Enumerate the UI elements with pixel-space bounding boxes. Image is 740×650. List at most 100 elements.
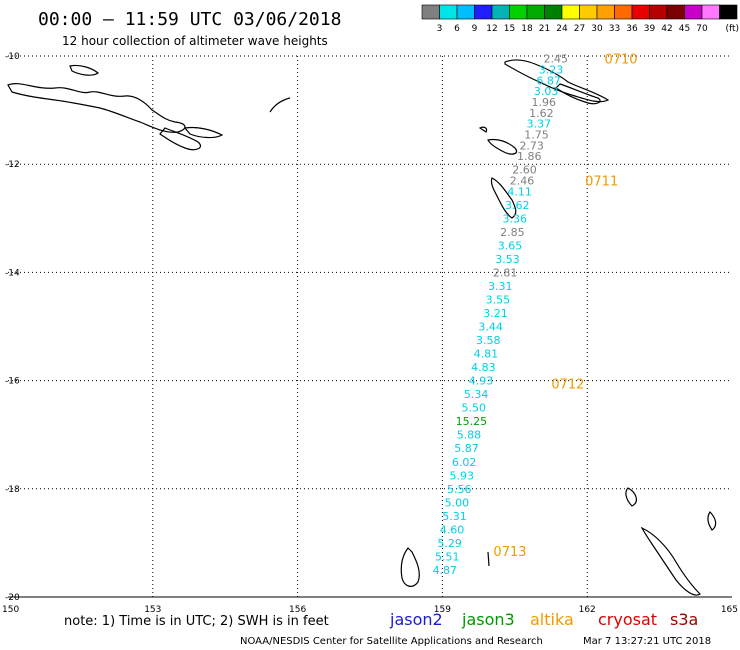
coastline-new-caledonia [400, 547, 420, 587]
colorbar-label: 42 [661, 24, 672, 34]
coastline-new-georgia [183, 126, 224, 139]
wave-height-sample: 3.62 [505, 199, 530, 212]
coastline-islet-east [487, 551, 490, 567]
wave-height-sample: 1.75 [524, 128, 549, 141]
colorbar-label: 70 [696, 24, 708, 34]
wave-height-sample: 3.36 [503, 212, 528, 225]
wave-height-sample: 2.45 [544, 53, 569, 66]
colorbar-swatch [439, 4, 458, 20]
credit-text: NOAA/NESDIS Center for Satellite Applica… [240, 636, 543, 647]
wave-height-sample: 1.62 [529, 107, 554, 120]
lon-tick-label: 159 [434, 605, 451, 615]
lat-tick-label: -16 [5, 377, 20, 387]
wave-height-sample: 3.55 [486, 293, 511, 306]
lat-tick-label: -18 [5, 485, 20, 495]
satellite-legend-altika: altika [530, 610, 574, 629]
colorbar-swatch [596, 4, 615, 20]
coastlines [7, 59, 717, 596]
colorbar-swatch [684, 4, 703, 20]
colorbar-swatch [579, 4, 598, 20]
wave-height-sample: 4.11 [507, 185, 532, 198]
lon-tick-label: 162 [579, 605, 596, 615]
coastline-rennell [487, 138, 518, 155]
coastline-malaita [555, 83, 601, 105]
coastline-vanuatu [625, 487, 717, 596]
colorbar-swatch [649, 4, 668, 20]
wave-height-sample: 3.31 [488, 280, 513, 293]
colorbar-label: 15 [504, 24, 515, 34]
colorbar-label: 3 [437, 24, 443, 34]
wave-height-sample: 3.65 [498, 239, 523, 252]
coastline-island-arc [269, 97, 291, 113]
wave-height-sample: 4.87 [433, 564, 458, 577]
time-marker: 0713 [493, 545, 526, 560]
lat-tick-label: -12 [5, 160, 20, 170]
page-title: 00:00 – 11:59 UTC 03/06/2018 [38, 9, 341, 30]
colorbar-label: 21 [539, 24, 550, 34]
wave-height-sample: 5.34 [464, 388, 489, 401]
page-subtitle: 12 hour collection of altimeter wave hei… [62, 34, 328, 48]
wave-height-sample: 3.37 [527, 118, 552, 131]
colorbar-swatch [561, 4, 580, 20]
timestamp-text: Mar 7 13:27:21 UTC 2018 [583, 636, 711, 647]
lon-tick-label: 153 [144, 605, 161, 615]
wave-height-sample: 3.03 [534, 85, 559, 98]
wave-height-colorbar: 3 6 9 12 15 18 21 24 27 30 33 36 39 42 45 70 (ft) [421, 4, 739, 34]
colorbar-swatch [474, 4, 493, 20]
altimeter-track: 2.453.236.873.031.961.623.371.752.731.86… [433, 53, 638, 577]
footer-note: note: 1) Time is in UTC; 2) SWH is in fe… [64, 614, 329, 629]
wave-height-sample: 4.81 [474, 348, 499, 361]
colorbar-swatch [509, 4, 528, 20]
colorbar-swatch [701, 4, 720, 20]
colorbar-swatch [456, 4, 475, 20]
wave-height-sample: 3.44 [478, 321, 503, 334]
wave-height-sample: 3.53 [495, 253, 520, 266]
wave-height-sample: 5.51 [435, 550, 460, 563]
coastline-choiseul [159, 127, 202, 151]
wave-height-sample: 4.60 [440, 523, 465, 536]
satellite-legend: jason2 jason3 altika cryosat s3a [389, 610, 698, 629]
colorbar-label: 30 [591, 24, 603, 34]
wave-height-sample: 5.93 [449, 469, 474, 482]
axis-ticks: -10 -12 -14 -16 -18 -20 150 153 156 159 162 165 [2, 52, 738, 615]
colorbar-label: 33 [609, 24, 620, 34]
lat-tick-label: -10 [5, 52, 20, 62]
wave-height-sample: 5.00 [445, 496, 470, 509]
colorbar-label: 9 [472, 24, 478, 34]
wave-height-sample: 6.87 [536, 74, 561, 87]
wave-height-sample: 3.23 [539, 64, 564, 77]
wave-height-sample: 15.25 [456, 415, 488, 428]
colorbar-label: 36 [626, 24, 638, 34]
lon-tick-label: 165 [721, 605, 738, 615]
satellite-legend-s3a: s3a [670, 610, 698, 629]
wave-height-sample: 5.87 [454, 442, 479, 455]
time-marker: 0711 [585, 174, 618, 189]
coastline-small-islet [478, 126, 488, 133]
wave-height-sample: 5.29 [437, 537, 462, 550]
wave-height-sample: 2.46 [510, 174, 535, 187]
colorbar-swatch [491, 4, 510, 20]
colorbar-label: 12 [486, 24, 497, 34]
colorbar-label: 45 [679, 24, 690, 34]
colorbar-swatch [421, 4, 440, 20]
wave-height-sample: 5.56 [447, 483, 472, 496]
wave-height-sample: 1.96 [532, 96, 557, 109]
wave-height-sample: 3.58 [476, 334, 501, 347]
colorbar-label: 18 [521, 24, 533, 34]
wave-height-sample: 4.83 [471, 361, 496, 374]
colorbar-swatch [526, 4, 545, 20]
wave-height-sample: 4.93 [469, 375, 494, 388]
colorbar-swatch [719, 4, 738, 20]
colorbar-label: 39 [644, 24, 656, 34]
wave-height-sample: 2.81 [493, 266, 518, 279]
colorbar-swatch [666, 4, 685, 20]
lon-tick-label: 150 [2, 605, 19, 615]
satellite-legend-jason3: jason3 [461, 610, 515, 629]
wave-height-sample: 5.88 [457, 429, 482, 442]
lat-tick-label: -20 [5, 593, 20, 603]
coastline-santa-isabel [504, 59, 610, 103]
satellite-legend-jason2: jason2 [389, 610, 443, 629]
wave-height-sample: 1.86 [517, 150, 542, 163]
colorbar-swatch [614, 4, 633, 20]
wave-height-sample: 2.85 [500, 226, 525, 239]
